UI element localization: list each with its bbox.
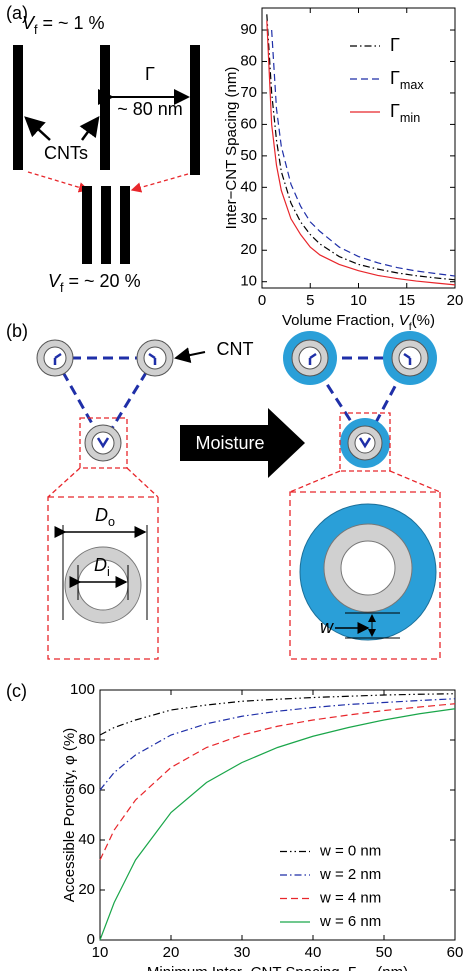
data-line bbox=[266, 20, 456, 286]
panel-label: (a) bbox=[6, 3, 28, 23]
data-line bbox=[271, 29, 456, 277]
y-tick-label: 80 bbox=[240, 52, 257, 69]
x-tick-label: 10 bbox=[92, 944, 109, 961]
vf-label: Vf = ~ 1 % bbox=[22, 13, 105, 38]
y-tick-label: 80 bbox=[78, 731, 95, 748]
y-tick-label: 60 bbox=[240, 115, 257, 132]
legend-label-part: Γ bbox=[390, 68, 400, 88]
x-tick-label: 50 bbox=[376, 944, 393, 961]
y-tick-label: 20 bbox=[78, 881, 95, 898]
x-tick-label: 0 bbox=[258, 292, 266, 309]
y-axis-label: Accessible Porosity, φ (%) bbox=[61, 728, 78, 903]
x-tick-label: 60 bbox=[447, 944, 464, 961]
legend-label-part: min bbox=[400, 111, 420, 125]
legend-label: Γmin bbox=[390, 101, 420, 126]
x-tick-label: 30 bbox=[234, 944, 251, 961]
plot-frame bbox=[99, 689, 456, 941]
y-tick-label: 70 bbox=[240, 84, 257, 101]
panel-label: (b) bbox=[6, 321, 28, 341]
x-tick-label: 10 bbox=[350, 292, 367, 309]
legend-label: w = 4 nm bbox=[319, 889, 381, 906]
y-tick-label: 60 bbox=[78, 781, 95, 798]
vf-label-part: f bbox=[60, 281, 64, 295]
plot-frame bbox=[261, 7, 456, 289]
vf-label-part: f bbox=[34, 23, 38, 37]
legend-label-part: max bbox=[400, 78, 424, 92]
legend-label-part: w = 0 nm bbox=[319, 842, 381, 859]
x-axis-label-part: (nm) bbox=[373, 964, 408, 971]
moisture-diagram bbox=[36, 331, 441, 660]
data-line bbox=[99, 703, 456, 861]
vf-label-part: V bbox=[22, 13, 36, 33]
y-tick-label: 20 bbox=[240, 241, 257, 258]
legend-label: Γ bbox=[390, 35, 400, 55]
y-tick-label: 0 bbox=[87, 931, 95, 948]
vf-label-part: = ~ 20 % bbox=[64, 271, 141, 291]
x-axis-label-part: f bbox=[409, 321, 412, 333]
cnts-label: CNTs bbox=[44, 143, 88, 163]
y-tick-label: 30 bbox=[240, 210, 257, 227]
w-label: w bbox=[320, 617, 334, 637]
d-inner-label: Di bbox=[94, 555, 110, 580]
data-line bbox=[99, 708, 456, 941]
x-axis-label-part: Minimum Inter−CNT Spacing, bbox=[147, 964, 348, 971]
moisture-label: Moisture bbox=[195, 433, 264, 453]
legend-label: w = 6 nm bbox=[319, 913, 381, 930]
d-outer-label-part: D bbox=[95, 505, 108, 525]
y-tick-label: 40 bbox=[240, 178, 257, 195]
x-tick-label: 20 bbox=[447, 292, 464, 309]
x-tick-label: 40 bbox=[305, 944, 322, 961]
panel-label: (c) bbox=[6, 681, 27, 701]
x-tick-label: 15 bbox=[398, 292, 415, 309]
y-tick-label: 90 bbox=[240, 21, 257, 38]
y-tick-label: 100 bbox=[70, 681, 95, 698]
gamma-label: Γ bbox=[145, 64, 155, 84]
x-axis-label-part: Volume Fraction, bbox=[282, 312, 399, 329]
x-axis-label: Volume Fraction, Vf(%) bbox=[282, 312, 435, 333]
legend-label-part: w = 6 nm bbox=[319, 913, 381, 930]
d-outer-label: Do bbox=[95, 505, 115, 530]
legend-label: Γmax bbox=[390, 68, 424, 93]
legend-label: w = 2 nm bbox=[319, 866, 381, 883]
legend-label-part: w = 2 nm bbox=[319, 866, 381, 883]
vf-label-part: = ~ 1 % bbox=[38, 13, 105, 33]
x-axis-label: Minimum Inter−CNT Spacing, Γmin (nm) bbox=[147, 964, 408, 971]
x-axis-label-part: Γ bbox=[348, 964, 356, 971]
x-axis-label-part: (%) bbox=[412, 312, 435, 329]
spacing-label: ~ 80 nm bbox=[117, 99, 183, 119]
y-tick-label: 50 bbox=[240, 147, 257, 164]
data-line bbox=[266, 14, 456, 281]
y-tick-label: 40 bbox=[78, 831, 95, 848]
vf-label-part: V bbox=[48, 271, 62, 291]
y-tick-label: 10 bbox=[240, 273, 257, 290]
d-outer-label-part: o bbox=[108, 515, 115, 529]
vf-label: Vf = ~ 20 % bbox=[48, 271, 141, 296]
legend-label-part: Γ bbox=[390, 35, 400, 55]
x-axis-label-part: V bbox=[399, 312, 411, 329]
data-line bbox=[99, 698, 456, 791]
cnt-diagram bbox=[13, 45, 200, 264]
d-inner-label-part: i bbox=[107, 565, 110, 579]
legend-label-part: w = 4 nm bbox=[319, 889, 381, 906]
data-line bbox=[99, 693, 456, 736]
y-axis-label: Inter−CNT Spacing (nm) bbox=[223, 67, 240, 230]
x-tick-label: 20 bbox=[163, 944, 180, 961]
x-tick-label: 5 bbox=[306, 292, 314, 309]
legend-label-part: Γ bbox=[390, 101, 400, 121]
d-inner-label-part: D bbox=[94, 555, 107, 575]
cnt-label: CNT bbox=[217, 339, 254, 359]
legend-label: w = 0 nm bbox=[319, 842, 381, 859]
